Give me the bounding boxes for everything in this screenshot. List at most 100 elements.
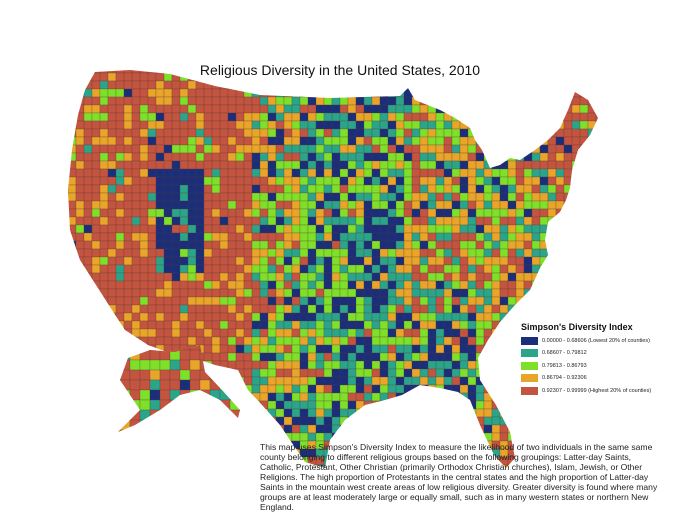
county-cell (515, 152, 525, 162)
county-cell (539, 72, 549, 82)
county-cell (211, 264, 221, 274)
county-cell (203, 224, 213, 234)
county-cell (235, 104, 245, 114)
county-cell (235, 160, 245, 170)
county-cell (235, 184, 245, 194)
county-cell (299, 376, 309, 386)
county-cell (427, 280, 437, 290)
county-cell (411, 368, 421, 378)
county-cell (347, 136, 357, 146)
county-cell (115, 384, 125, 394)
county-cell (347, 200, 357, 210)
county-cell (315, 104, 325, 114)
county-cell (595, 424, 598, 434)
county-cell (547, 416, 557, 426)
county-cell (91, 256, 101, 266)
county-cell (68, 232, 69, 242)
county-cell (203, 464, 213, 468)
county-cell (275, 112, 285, 122)
county-cell (347, 88, 357, 98)
county-cell (571, 400, 581, 410)
county-cell (283, 136, 293, 146)
county-cell (211, 160, 221, 170)
county-cell (403, 168, 413, 178)
county-cell (147, 70, 157, 74)
county-cell (171, 200, 181, 210)
county-cell (195, 120, 205, 130)
county-cell (499, 96, 509, 106)
county-cell (363, 352, 373, 362)
county-cell (75, 232, 85, 242)
county-cell (179, 208, 189, 218)
county-cell (155, 176, 165, 186)
county-cell (211, 400, 221, 410)
county-cell (107, 224, 117, 234)
county-cell (347, 70, 357, 74)
county-cell (91, 424, 101, 434)
county-cell (443, 152, 453, 162)
county-cell (219, 369, 231, 381)
county-cell (259, 128, 269, 138)
county-cell (307, 184, 317, 194)
county-cell (507, 264, 517, 274)
county-cell (331, 224, 341, 234)
county-cell (595, 216, 598, 226)
county-cell (275, 272, 285, 282)
county-cell (475, 424, 485, 434)
county-cell (83, 224, 93, 234)
county-cell (124, 473, 132, 481)
county-cell (179, 128, 189, 138)
county-cell (347, 192, 357, 202)
county-cell (195, 112, 205, 122)
county-cell (68, 368, 69, 378)
county-cell (419, 200, 429, 210)
county-cell (579, 88, 589, 98)
county-cell (363, 224, 373, 234)
county-cell (411, 304, 421, 314)
county-cell (118, 349, 121, 361)
county-cell (411, 392, 421, 402)
county-cell (99, 432, 109, 442)
county-cell (107, 96, 117, 106)
county-cell (459, 88, 469, 98)
county-cell (118, 359, 121, 371)
county-cell (411, 160, 421, 170)
county-cell (395, 104, 405, 114)
county-cell (99, 168, 109, 178)
county-cell (579, 296, 589, 306)
county-cell (515, 256, 525, 266)
county-cell (179, 184, 189, 194)
county-cell (291, 400, 301, 410)
county-cell (235, 88, 245, 98)
county-cell (99, 176, 109, 186)
county-cell (107, 136, 117, 146)
county-cell (595, 120, 598, 130)
county-cell (259, 432, 269, 442)
county-cell (579, 160, 589, 170)
county-cell (539, 176, 549, 186)
county-cell (451, 296, 461, 306)
county-cell (91, 440, 101, 450)
county-cell (107, 176, 117, 186)
county-cell (531, 312, 541, 322)
county-cell (68, 448, 69, 458)
county-cell (315, 216, 325, 226)
legend-label: 0.68607 - 0.79812 (542, 350, 587, 356)
county-cell (123, 272, 133, 282)
county-cell (139, 389, 151, 401)
county-cell (259, 200, 269, 210)
county-cell (355, 80, 365, 90)
county-cell (571, 208, 581, 218)
county-cell (483, 368, 493, 378)
county-cell (83, 232, 93, 242)
county-cell (531, 192, 541, 202)
county-cell (339, 70, 349, 74)
county-cell (459, 272, 469, 282)
county-cell (283, 96, 293, 106)
county-cell (604, 417, 612, 425)
county-cell (579, 248, 589, 258)
county-cell (171, 408, 181, 418)
county-cell (283, 320, 293, 330)
county-cell (355, 144, 365, 154)
county-cell (171, 224, 181, 234)
